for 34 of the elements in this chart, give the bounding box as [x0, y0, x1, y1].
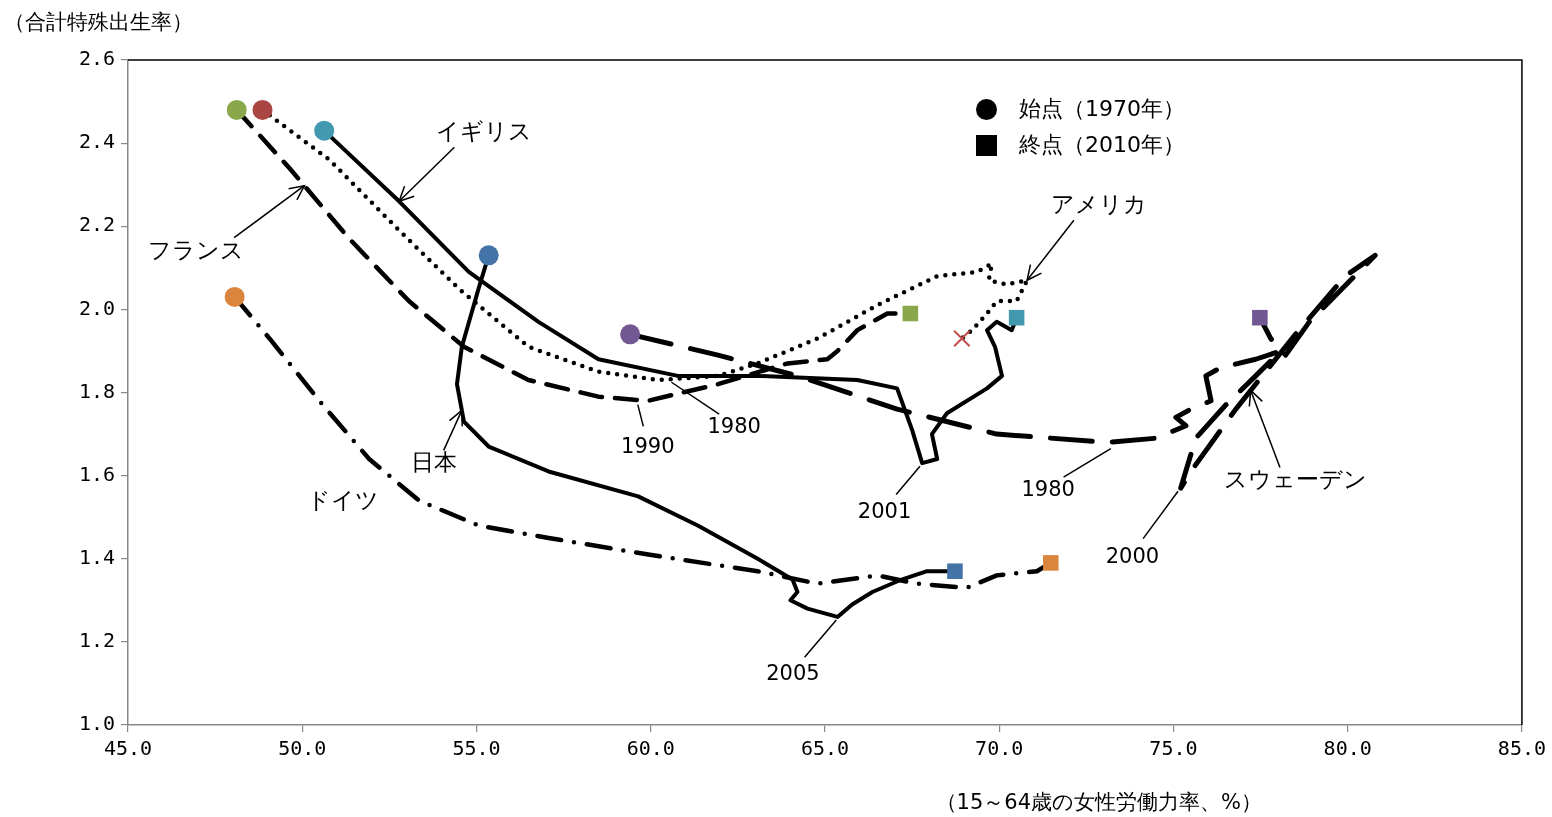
- text: アメリカ: [1051, 191, 1148, 218]
- y-axis-title: （合計特殊出生率）: [4, 9, 193, 36]
- x-tick-label: 45.0: [103, 736, 153, 761]
- x-tick-label: 60.0: [626, 736, 675, 761]
- text: フランス: [148, 236, 245, 263]
- series-label: スウェーデン: [1224, 466, 1368, 493]
- x-tick-label: 70.0: [975, 736, 1024, 761]
- annotation: 1980: [707, 414, 761, 439]
- y-tick-label: 1.2: [78, 628, 115, 653]
- annotation: 1990: [621, 434, 675, 459]
- x-axis-title: （15～64歳の女性労働力率、%）: [935, 789, 1262, 816]
- y-tick-label: 2.6: [78, 46, 115, 71]
- y-tick-label: 1.4: [78, 544, 115, 569]
- y-tick-label: 2.2: [78, 212, 115, 237]
- annotation: 2000: [1105, 543, 1160, 568]
- y-tick-label: 1.0: [78, 711, 115, 736]
- y-tick-label: 1.6: [78, 461, 115, 486]
- annotation: 1980: [1021, 476, 1075, 501]
- annotation: 始点（1970年）: [1019, 95, 1185, 123]
- x-tick-label: 85.0: [1497, 736, 1546, 761]
- x-tick-label: 80.0: [1323, 736, 1372, 761]
- annotation: 終点（2010年）: [1019, 131, 1185, 159]
- annotation: 2001: [857, 498, 912, 523]
- x-tick-label: 50.0: [278, 736, 327, 761]
- x-tick-label: 55.0: [452, 736, 501, 761]
- x-tick-label: 65.0: [800, 736, 850, 761]
- y-tick-label: 2.4: [78, 129, 115, 154]
- text: イギリス: [436, 118, 533, 145]
- x-tick-label: 75.0: [1149, 736, 1198, 761]
- annotation: 2005: [766, 661, 820, 686]
- y-tick-label: 2.0: [78, 295, 115, 320]
- y-tick-label: 1.8: [78, 378, 115, 403]
- legend-label: 日本: [410, 449, 457, 476]
- series-label: ドイツ: [307, 486, 380, 513]
